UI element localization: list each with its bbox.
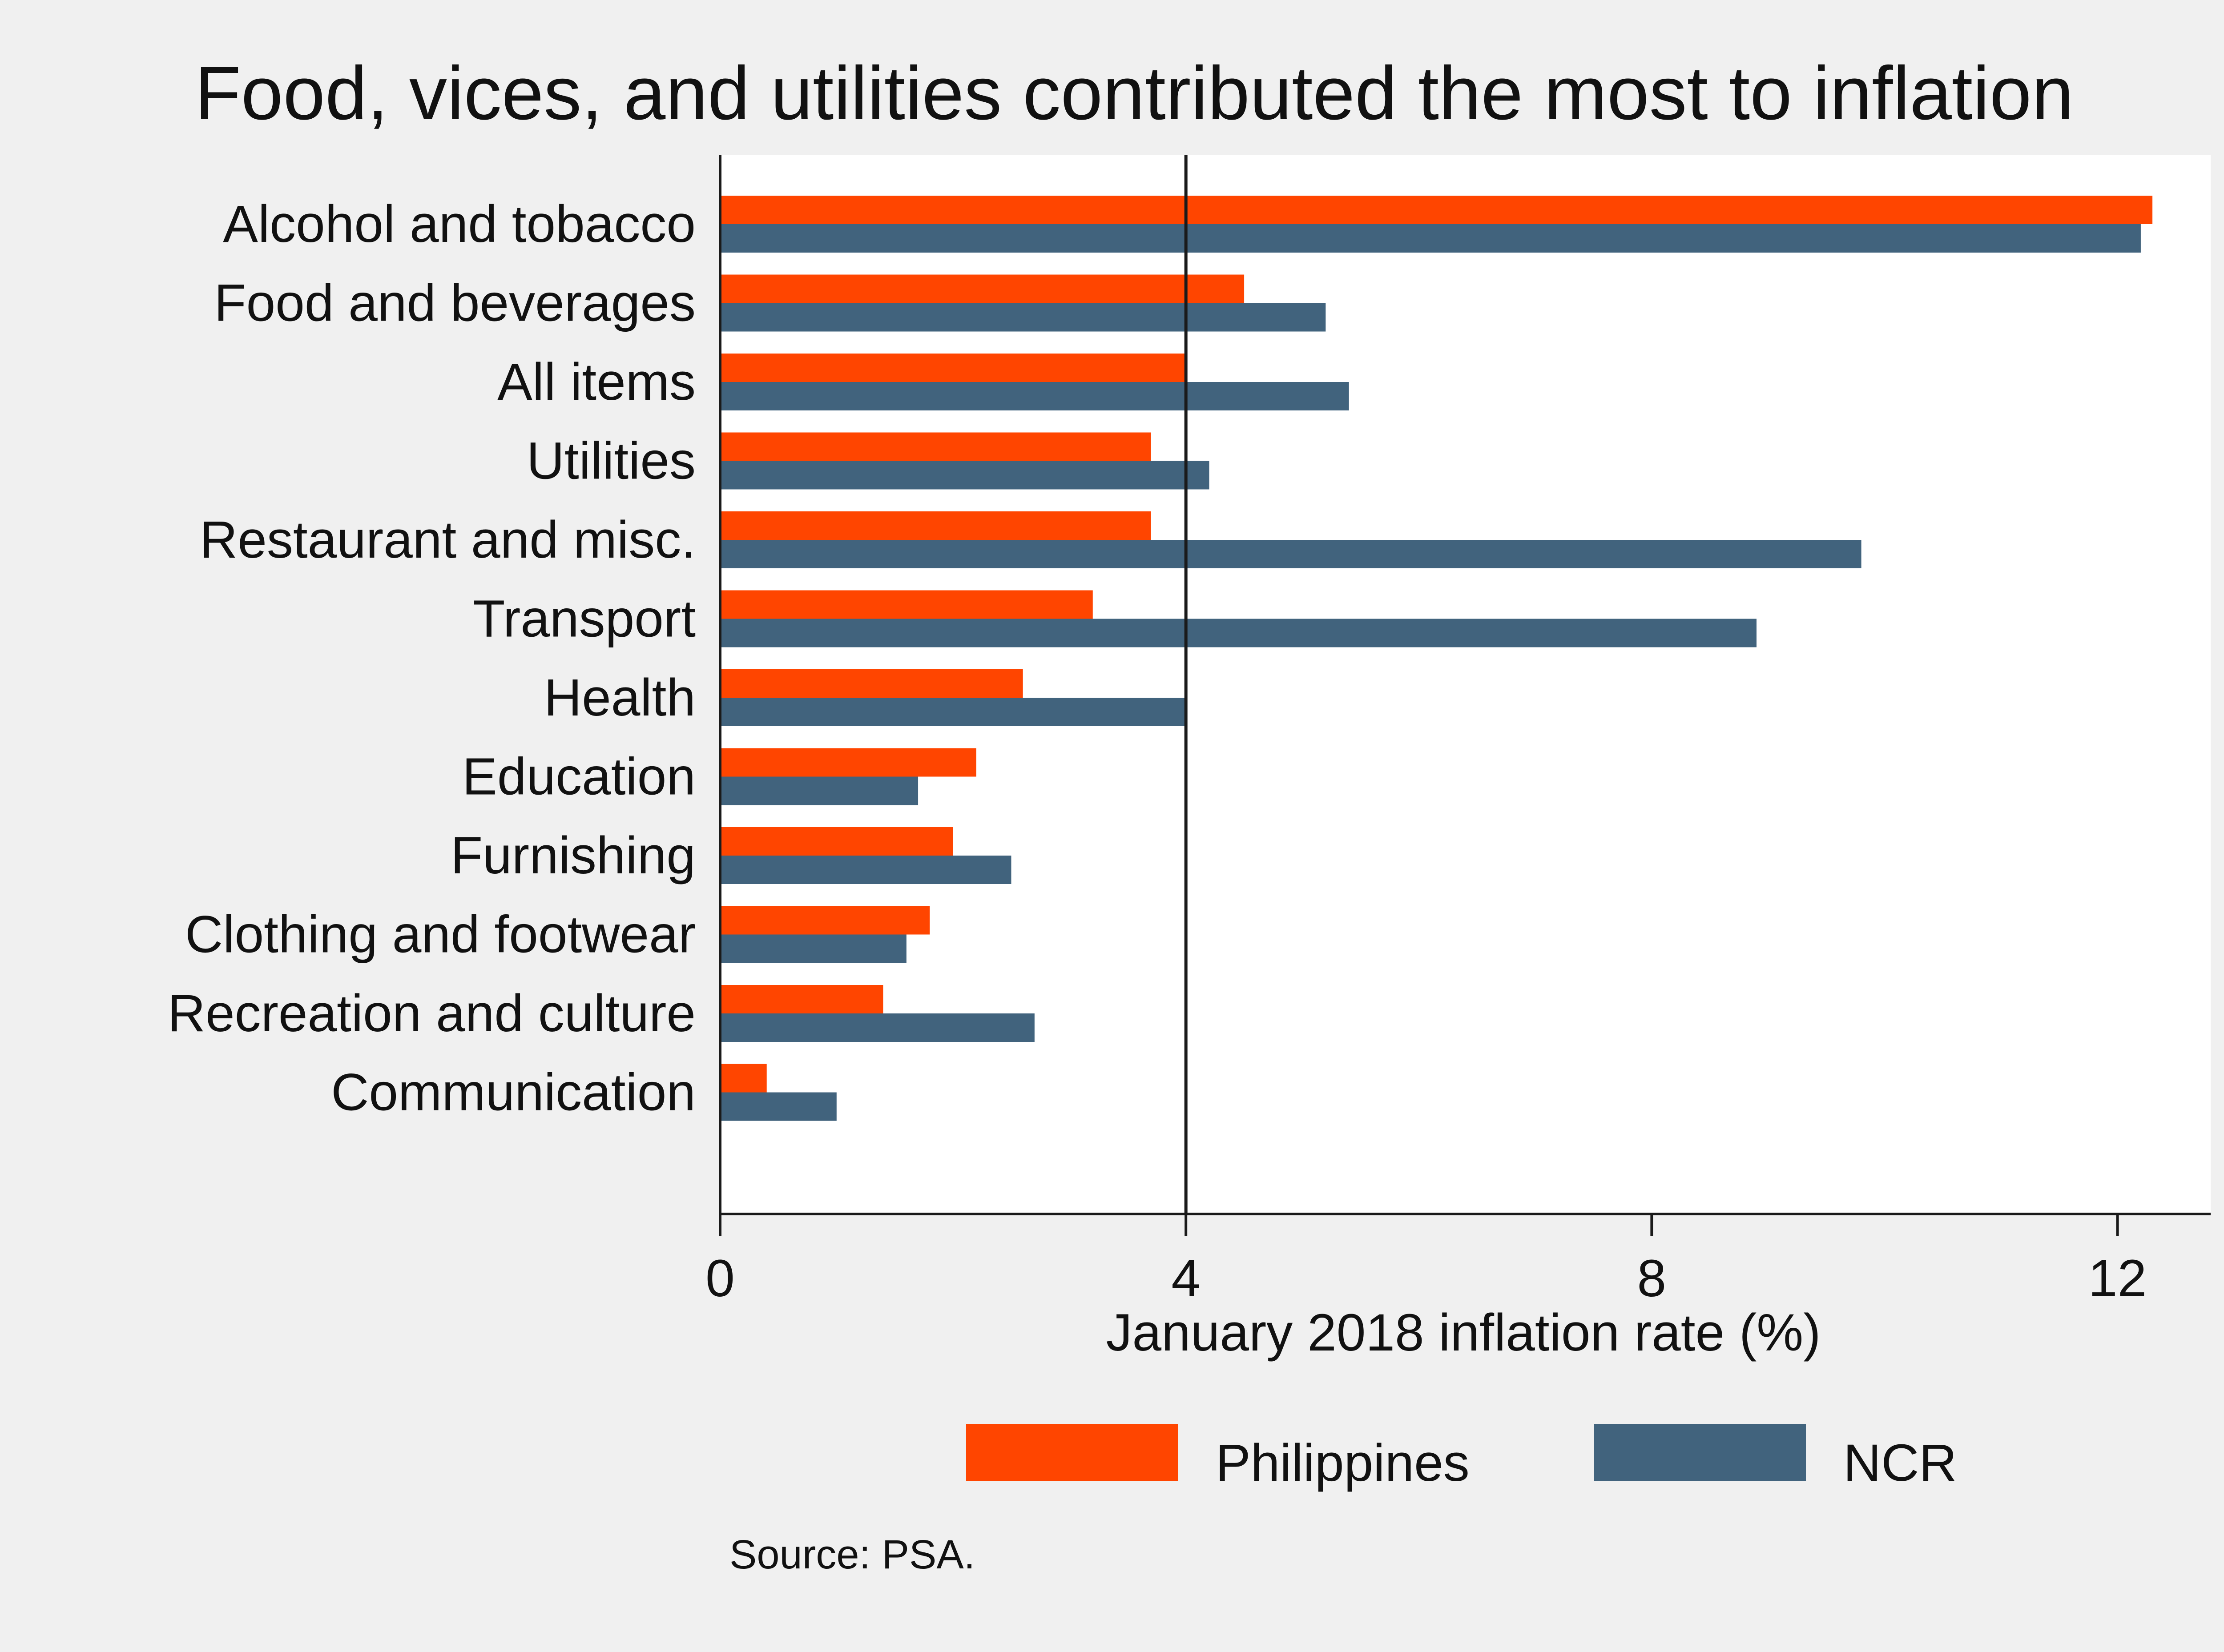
bar-philippines (720, 354, 1186, 382)
bar-ncr (720, 1013, 1035, 1042)
bar-ncr (720, 303, 1326, 332)
x-tick-label: 8 (1637, 1249, 1667, 1308)
x-ticks: 0 4 8 12 (705, 1214, 2147, 1308)
y-tick-label: Food and beverages (214, 274, 696, 333)
legend-label-philippines: Philippines (1216, 1434, 1470, 1492)
bar-philippines (720, 432, 1151, 461)
source-note: Source: PSA. (729, 1532, 975, 1577)
y-tick-label: Restaurant and misc. (200, 510, 696, 569)
bar-ncr (720, 619, 1757, 647)
y-tick-label: Clothing and footwear (185, 905, 696, 964)
x-axis-label: January 2018 inflation rate (%) (1106, 1303, 1821, 1362)
y-tick-label: All items (497, 353, 696, 411)
x-tick-label: 0 (705, 1249, 735, 1308)
bar-philippines (720, 196, 2153, 224)
bar-ncr (720, 382, 1349, 410)
legend-swatch-ncr (1594, 1424, 1806, 1481)
bar-philippines (720, 985, 883, 1013)
bar-ncr (720, 856, 1011, 884)
bar-ncr (720, 776, 919, 805)
bar-philippines (720, 748, 976, 777)
bar-ncr (720, 934, 907, 963)
bar-philippines (720, 1064, 767, 1093)
bar-philippines (720, 590, 1093, 619)
y-tick-label: Education (462, 748, 696, 806)
legend: Philippines NCR (966, 1424, 1957, 1492)
y-tick-label: Transport (473, 590, 696, 648)
y-tick-label: Communication (331, 1063, 696, 1122)
bar-philippines (720, 274, 1245, 303)
y-tick-label: Furnishing (451, 826, 696, 885)
bar-ncr (720, 1092, 837, 1121)
x-tick-label: 4 (1171, 1249, 1201, 1308)
y-tick-labels: Alcohol and tobacco Food and beverages All… (168, 195, 696, 1122)
y-tick-label: Health (544, 668, 696, 727)
chart-title: Food, vices, and utilities contributed t… (195, 51, 2074, 136)
bar-ncr (720, 698, 1186, 726)
bar-ncr (720, 540, 1861, 568)
x-tick-label: 12 (2088, 1249, 2147, 1308)
bar-philippines (720, 906, 930, 935)
bar-ncr (720, 461, 1209, 490)
bar-ncr (720, 224, 2141, 253)
bar-philippines (720, 511, 1151, 540)
bars-layer (720, 196, 2153, 1121)
bar-philippines (720, 827, 953, 856)
legend-label-ncr: NCR (1843, 1434, 1957, 1492)
y-tick-label: Recreation and culture (168, 984, 696, 1043)
legend-swatch-philippines (966, 1424, 1178, 1481)
y-tick-label: Utilities (527, 432, 696, 490)
axes-layer (719, 155, 2211, 1215)
y-tick-label: Alcohol and tobacco (223, 195, 696, 253)
bar-philippines (720, 669, 1023, 698)
